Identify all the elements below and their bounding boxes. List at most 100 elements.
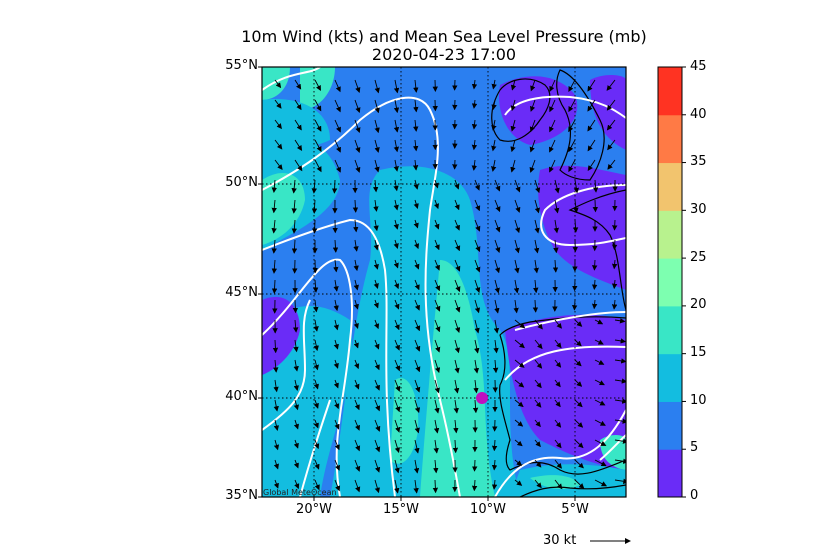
wind-arrow bbox=[313, 339, 319, 352]
wind-arrow bbox=[472, 459, 478, 472]
wind-arrow bbox=[374, 399, 381, 412]
wind-arrow bbox=[454, 339, 460, 354]
wind-arrow bbox=[353, 299, 359, 310]
wind-arrow bbox=[374, 319, 380, 330]
wind-arrow bbox=[433, 439, 439, 454]
wind-arrow bbox=[393, 119, 400, 133]
wind-arrow bbox=[393, 239, 399, 249]
wind-arrow bbox=[472, 399, 479, 414]
wind-arrow bbox=[393, 139, 399, 153]
wind-arrow bbox=[372, 179, 379, 193]
wind-arrow bbox=[353, 339, 359, 349]
wind-arrow bbox=[554, 419, 562, 428]
wind-arrow bbox=[594, 419, 606, 426]
wind-arrow bbox=[272, 339, 279, 354]
wind-arrow bbox=[291, 239, 298, 254]
wind-arrow bbox=[314, 159, 322, 173]
wind-arrow bbox=[271, 179, 277, 193]
lon-label-10w: 10°W bbox=[470, 502, 506, 517]
wind-arrow bbox=[510, 139, 516, 153]
wind-arrow bbox=[594, 439, 607, 446]
wind-arrow bbox=[491, 139, 497, 152]
colorbar-segment bbox=[658, 258, 682, 307]
wind-arrow bbox=[294, 119, 302, 131]
wind-arrow bbox=[568, 159, 576, 173]
wind-arrow bbox=[514, 199, 521, 213]
wind-arrow bbox=[494, 259, 501, 274]
wind-arrow bbox=[474, 279, 481, 293]
colorbar-label-20: 20 bbox=[690, 297, 707, 312]
wind-arrow bbox=[413, 119, 419, 132]
wind-arrow bbox=[414, 259, 420, 270]
wind-arrow bbox=[494, 179, 501, 192]
credit-text: Global MeteOcean bbox=[263, 488, 337, 497]
wind-arrow bbox=[606, 119, 616, 131]
wind-arrow bbox=[433, 419, 440, 434]
wind-arrow bbox=[592, 199, 599, 213]
wind-arrow bbox=[454, 359, 460, 374]
wind-arrow bbox=[313, 299, 319, 313]
wind-arrow bbox=[493, 319, 500, 334]
wind-arrow bbox=[574, 359, 582, 367]
wind-arrow bbox=[591, 279, 598, 290]
wind-arrow bbox=[549, 79, 556, 92]
wind-arrow bbox=[274, 159, 283, 171]
wind-arrow bbox=[374, 339, 380, 350]
wind-arrow bbox=[374, 459, 381, 473]
wind-arrow bbox=[354, 159, 361, 173]
wind-arrow bbox=[314, 139, 322, 152]
wind-arrow bbox=[510, 79, 517, 91]
wind-arrow bbox=[614, 318, 626, 324]
wind-arrow bbox=[294, 479, 300, 490]
wind-arrow bbox=[354, 79, 361, 93]
wind-arrow bbox=[413, 139, 419, 152]
wind-arrow bbox=[554, 339, 562, 349]
wind-arrow bbox=[273, 379, 279, 393]
wind-arrow bbox=[454, 279, 461, 293]
wind-arrow bbox=[374, 139, 380, 153]
wind-arrow bbox=[291, 219, 298, 234]
wind-arrow bbox=[568, 79, 576, 92]
wind-arrow bbox=[614, 338, 626, 344]
wind-arrow bbox=[394, 339, 400, 351]
wind-arrow bbox=[549, 99, 556, 113]
wind-arrow bbox=[514, 179, 521, 193]
wind-arrow bbox=[454, 259, 461, 272]
wind-arrow bbox=[393, 79, 400, 94]
wind-arrow bbox=[453, 379, 460, 394]
wind-arrow bbox=[394, 439, 400, 454]
wind-arrow bbox=[529, 159, 536, 173]
wind-arrow bbox=[454, 319, 461, 333]
wind-arrow bbox=[293, 379, 299, 391]
wind-arrow bbox=[354, 459, 361, 472]
wind-arrow bbox=[514, 259, 520, 274]
colorbar-segment bbox=[658, 67, 682, 116]
wind-arrow bbox=[353, 219, 359, 233]
wind-arrow bbox=[292, 319, 299, 333]
wind-arrow bbox=[434, 319, 441, 333]
wind-arrow bbox=[572, 219, 579, 233]
wind-arrow bbox=[434, 239, 440, 251]
wind-arrow bbox=[412, 159, 419, 171]
wind-arrow bbox=[471, 119, 478, 130]
wind-arrow bbox=[273, 399, 279, 412]
wind-arrow bbox=[587, 139, 596, 152]
wind-arrow bbox=[434, 219, 440, 230]
wind-arrow bbox=[373, 299, 379, 309]
wind-arrow bbox=[271, 279, 278, 294]
wind-arrow bbox=[471, 139, 478, 151]
wind-arrow bbox=[374, 119, 380, 134]
wind-arrow bbox=[433, 179, 439, 189]
wind-arrow bbox=[353, 319, 359, 329]
lon-label-20w: 20°W bbox=[296, 502, 332, 517]
colorbar-frame bbox=[657, 66, 683, 498]
wind-arrow bbox=[453, 419, 459, 434]
wind-arrow bbox=[553, 239, 559, 254]
wind-arrow bbox=[549, 139, 556, 153]
wind-arrow bbox=[273, 479, 279, 489]
wind-arrow bbox=[471, 79, 478, 90]
wind-arrow bbox=[334, 399, 340, 410]
wind-arrow bbox=[510, 119, 516, 132]
wind-arrow bbox=[606, 99, 616, 111]
colorbar-segment bbox=[658, 305, 682, 355]
